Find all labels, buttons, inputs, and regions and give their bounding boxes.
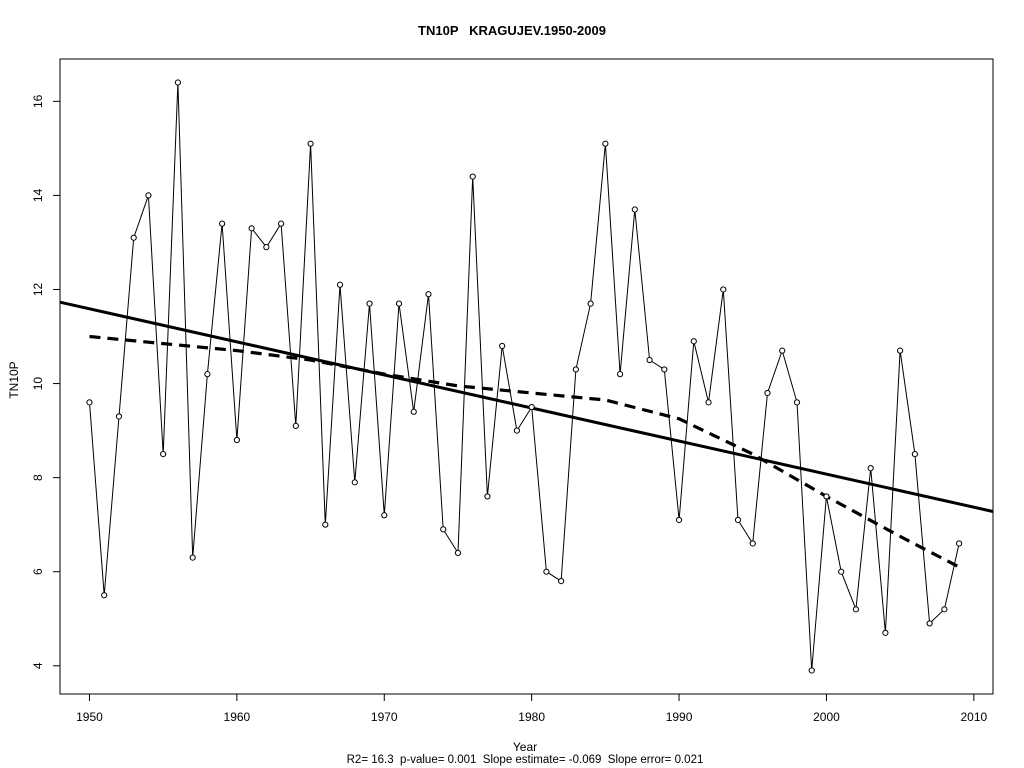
- data-point: [587, 300, 594, 307]
- data-point: [558, 578, 565, 585]
- data-point: [484, 493, 491, 500]
- data-point: [160, 451, 167, 458]
- data-point: [204, 371, 211, 378]
- smoothed-curve-path: [89, 334, 960, 569]
- x-axis-label: Year: [512, 740, 538, 754]
- data-point: [941, 606, 948, 613]
- data-point: [543, 568, 550, 575]
- data-point: [661, 366, 668, 373]
- x-tick-label: 2010: [960, 710, 987, 724]
- series-line: [89, 82, 960, 671]
- data-point: [690, 338, 697, 345]
- data-point: [882, 629, 889, 636]
- data-point: [233, 436, 240, 444]
- data-point: [277, 220, 285, 227]
- data-point: [351, 479, 358, 486]
- data-point: [513, 427, 521, 434]
- data-point: [720, 286, 727, 293]
- data-point: [307, 140, 314, 147]
- data-point: [705, 399, 712, 406]
- data-point: [631, 206, 638, 213]
- x-tick-label: 1980: [518, 710, 545, 724]
- smoothed-trend-curve: [89, 334, 960, 569]
- y-tick-label: 8: [31, 474, 45, 481]
- data-point: [646, 356, 653, 364]
- data-point: [764, 389, 771, 397]
- y-tick-label: 6: [31, 568, 45, 575]
- chart-title: TN10P KRAGUJEV.1950-2009: [418, 23, 606, 38]
- data-point: [793, 399, 801, 406]
- x-tick-label: 1990: [666, 710, 693, 724]
- y-tick-label: 12: [31, 282, 45, 296]
- data-point: [528, 403, 535, 411]
- y-tick-label: 4: [31, 662, 45, 669]
- x-tick-label: 1970: [371, 710, 398, 724]
- y-tick-label: 14: [31, 188, 45, 202]
- data-point: [86, 399, 93, 406]
- data-point: [499, 342, 506, 350]
- data-series: [86, 79, 963, 674]
- data-point: [263, 244, 270, 251]
- data-point: [322, 521, 329, 528]
- data-point: [101, 592, 108, 599]
- x-tick-label: 1950: [76, 710, 103, 724]
- x-axis: 1950 1960 1970 1980 1990 2000 2010: [76, 694, 988, 724]
- x-tick-label: 2000: [813, 710, 840, 724]
- y-axis-label: TN10P: [7, 361, 21, 399]
- data-point: [955, 540, 963, 547]
- data-point: [145, 192, 152, 199]
- data-point: [292, 422, 299, 429]
- data-point: [734, 516, 742, 524]
- data-point: [425, 291, 432, 298]
- data-point: [366, 300, 373, 307]
- data-point: [115, 413, 123, 420]
- data-point: [248, 225, 255, 232]
- trend-line-path: [59, 300, 994, 513]
- regression-stats: R2= 16.3 p-value= 0.001 Slope estimate= …: [346, 754, 704, 766]
- data-point: [572, 366, 579, 373]
- data-point: [867, 465, 874, 472]
- data-point: [189, 554, 196, 561]
- plot-frame: [59, 58, 994, 695]
- data-point: [823, 493, 830, 500]
- data-point: [749, 540, 756, 547]
- data-point: [852, 606, 860, 613]
- data-point: [675, 516, 683, 524]
- y-tick-label: 16: [31, 94, 45, 108]
- data-point: [130, 234, 137, 241]
- data-point: [779, 347, 786, 354]
- data-point: [174, 79, 182, 86]
- data-point: [926, 620, 933, 627]
- data-point: [897, 347, 904, 354]
- data-point: [602, 140, 609, 147]
- plot-border: [59, 58, 994, 695]
- x-tick-label: 1960: [224, 710, 251, 724]
- data-point: [838, 568, 845, 575]
- data-point: [219, 220, 226, 227]
- y-tick-label: 10: [31, 377, 45, 391]
- y-axis: 4 6 8 10 12 14 16: [31, 94, 60, 669]
- data-point: [469, 173, 476, 180]
- data-point: [454, 549, 462, 556]
- data-point: [395, 300, 403, 307]
- data-point: [336, 281, 344, 288]
- data-point: [616, 371, 624, 378]
- linear-trend-line: [59, 300, 994, 513]
- data-point: [410, 408, 417, 415]
- data-point: [440, 526, 447, 533]
- data-point: [911, 451, 918, 458]
- data-point: [808, 667, 815, 674]
- data-point: [381, 512, 388, 519]
